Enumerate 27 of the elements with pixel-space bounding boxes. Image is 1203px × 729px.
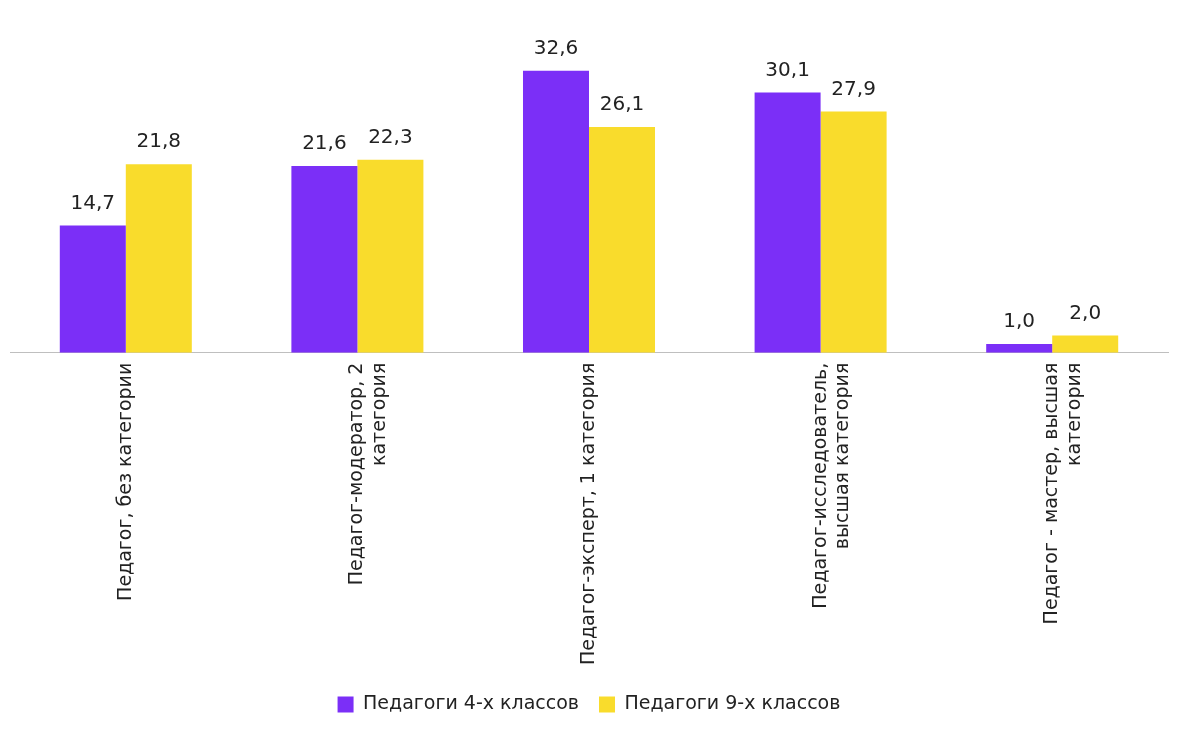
data-label: 21,6 [302,130,347,155]
data-label: 30,1 [765,56,810,81]
data-label: 22,3 [368,124,413,149]
bar [59,225,126,353]
data-label: 26,1 [599,91,645,116]
data-label: 1,0 [1003,308,1036,333]
bar [357,159,424,353]
data-label: 21,8 [136,128,182,153]
bar [754,92,821,353]
bar [291,165,358,353]
bar [522,70,589,353]
bar [820,111,887,353]
data-label: 2,0 [1069,299,1102,324]
data-label: 27,9 [831,75,876,100]
bar [1052,335,1119,353]
x-tick-label: Педагог, без категории [112,362,135,601]
x-tick-label: Педагог-эксперт, 1 категория [575,362,598,666]
bar [125,164,192,353]
bar [986,344,1053,353]
x-tick-label: Педагог - мастер, высшая категория [1039,362,1084,625]
legend-label: Педагоги 9-х классов [624,691,841,714]
bar [589,126,656,353]
x-tick-label: Педагог-исследователь, высшая категория [807,362,853,609]
x-tick-label: Педагог-модератор, 2 категория [344,362,390,586]
data-label: 32,6 [533,34,579,59]
legend-label: Педагоги 4-х классов [363,691,580,714]
data-label: 14,7 [70,189,116,214]
